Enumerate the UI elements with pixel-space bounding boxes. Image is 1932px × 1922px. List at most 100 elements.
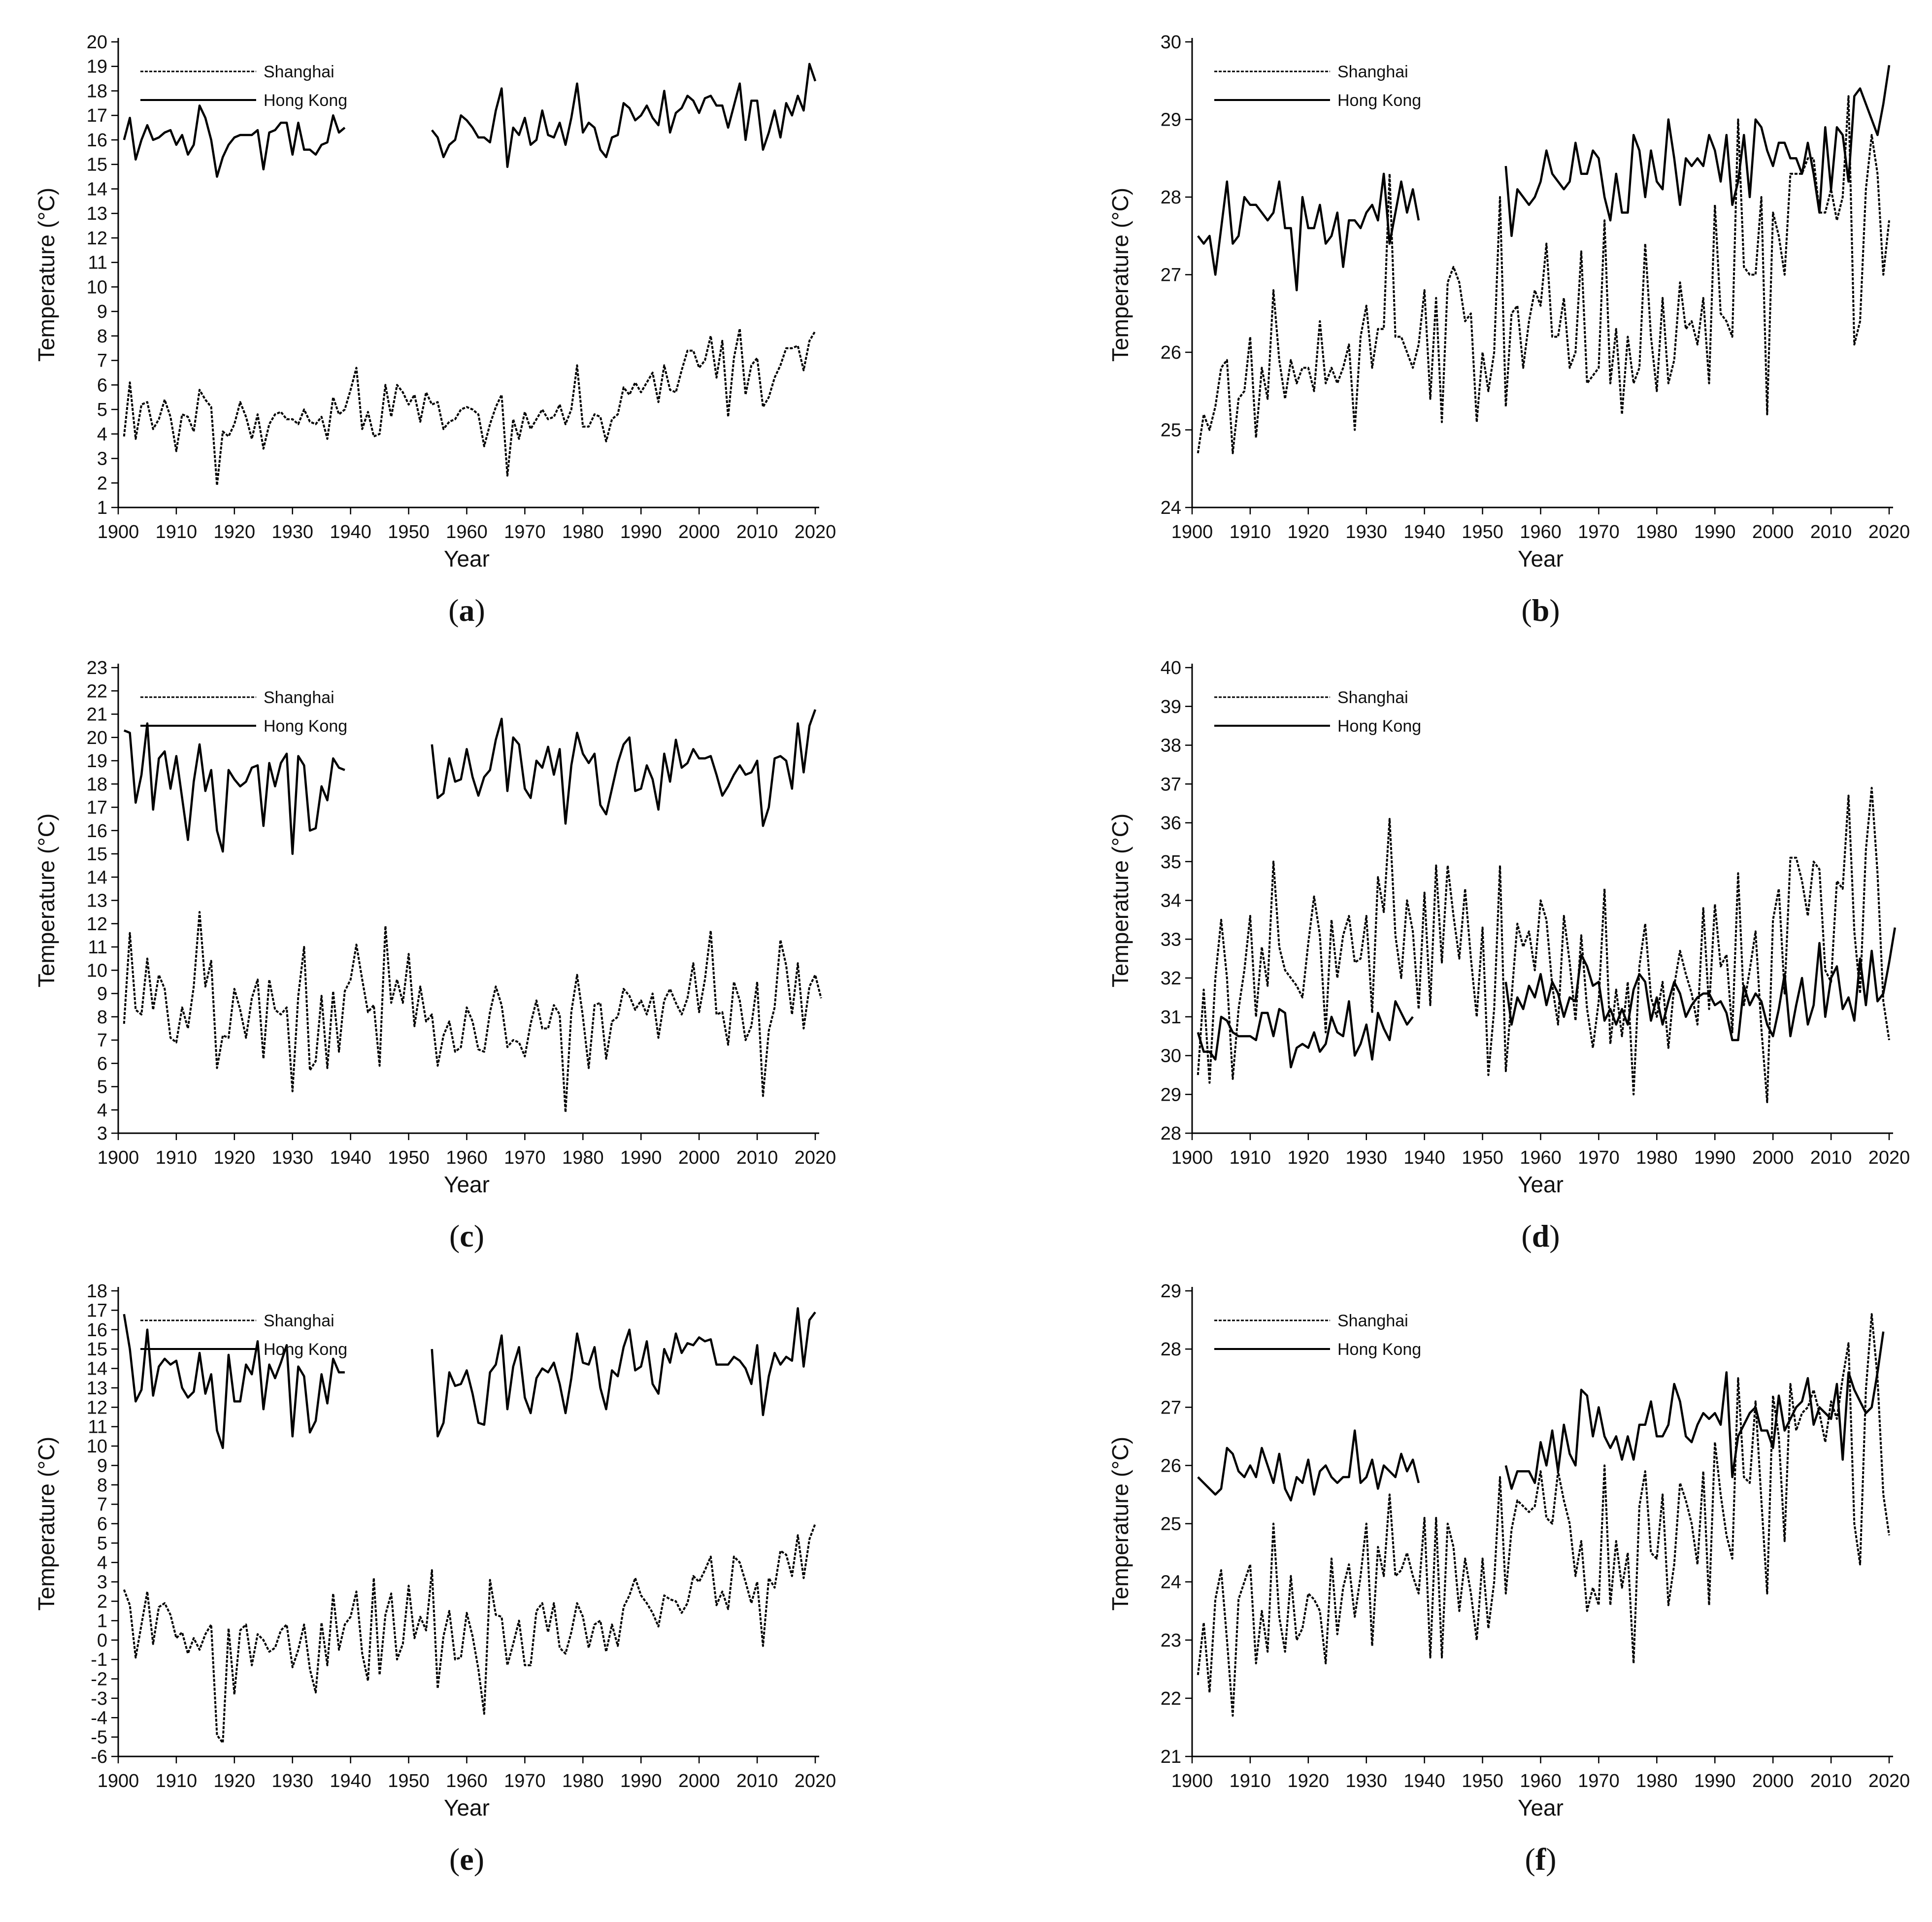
y-tick-label: 24	[1161, 498, 1181, 518]
x-tick-label: 1960	[446, 522, 488, 542]
panel-label-letter: c	[460, 1218, 473, 1253]
panel-label-open: (	[1525, 1842, 1535, 1877]
x-tick-label: 1980	[562, 1771, 604, 1791]
x-tick-label: 1930	[271, 1771, 313, 1791]
x-tick-label: 1960	[1520, 1771, 1562, 1791]
x-tick-label: 2020	[1868, 1771, 1910, 1791]
y-tick-label: 1	[97, 1611, 107, 1631]
x-tick-label: 1950	[1462, 1147, 1503, 1168]
y-tick-label: 0	[97, 1630, 107, 1651]
y-tick-label: 10	[87, 1436, 107, 1457]
x-tick-label: 2010	[736, 522, 778, 542]
y-tick-label: 29	[1161, 110, 1181, 131]
x-tick-label: 1980	[1636, 1147, 1678, 1168]
series-line-hong-kong	[1197, 927, 1897, 1069]
y-tick-label: 3	[97, 449, 107, 470]
y-tick-label: 15	[87, 155, 107, 175]
series-line-shanghai	[1197, 95, 1890, 454]
x-tick-label: 1940	[1403, 522, 1445, 542]
legend: Shanghai Hong Kong	[1214, 688, 1421, 736]
y-tick-label: 30	[1161, 1046, 1181, 1067]
y-tick-label: 14	[87, 179, 107, 200]
y-tick-label: 32	[1161, 968, 1181, 989]
x-tick-label: 1960	[446, 1147, 488, 1168]
x-tick-label: 1940	[1403, 1771, 1445, 1791]
x-tick-label: 1960	[1520, 522, 1562, 542]
x-tick-label: 1970	[1578, 1771, 1620, 1791]
y-tick-label: 14	[87, 1359, 107, 1380]
y-tick-label: 37	[1161, 774, 1181, 795]
x-tick-label: 1920	[214, 522, 256, 542]
x-tick-label: 1940	[330, 522, 371, 542]
y-tick-label: 28	[1161, 187, 1181, 208]
y-axis-title: Temperature (°C)	[1107, 813, 1133, 987]
x-tick-label: 1940	[330, 1147, 371, 1168]
y-tick-label: 15	[87, 844, 107, 865]
legend: Shanghai Hong Kong	[140, 688, 347, 736]
y-tick-label: 9	[97, 1455, 107, 1476]
y-tick-label: -1	[91, 1650, 107, 1670]
y-tick-label: 22	[87, 681, 107, 702]
panel-label-close: )	[474, 1218, 484, 1253]
x-tick-label: 1900	[98, 1147, 139, 1168]
y-tick-label: 20	[87, 728, 107, 748]
x-tick-label: 2010	[1810, 522, 1852, 542]
panel-label-open: (	[449, 1842, 460, 1877]
y-tick-label: 6	[97, 1053, 107, 1074]
y-tick-label: 23	[87, 658, 107, 678]
y-axis-title: Temperature (°C)	[1107, 1437, 1133, 1611]
series-line-hong-kong	[1197, 1331, 1885, 1502]
x-tick-label: 1970	[504, 1147, 546, 1168]
x-tick-label: 2010	[1810, 1771, 1852, 1791]
x-tick-label: 2020	[795, 1771, 836, 1791]
x-tick-label: 1900	[1171, 1147, 1213, 1168]
x-tick-label: 1940	[330, 1771, 371, 1791]
y-tick-label: 34	[1161, 891, 1181, 911]
y-tick-label: 1	[97, 498, 107, 518]
panel-label: (c)	[449, 1218, 484, 1253]
y-tick-label: 17	[87, 798, 107, 818]
y-tick-label: 19	[87, 751, 107, 772]
x-tick-label: 1940	[1403, 1147, 1445, 1168]
y-tick-label: 33	[1161, 929, 1181, 950]
y-tick-label: 16	[87, 821, 107, 842]
series-line-hong-kong	[123, 1307, 816, 1450]
y-tick-label: 3	[97, 1123, 107, 1144]
y-tick-label: 12	[87, 228, 107, 249]
y-tick-label: 11	[88, 1417, 107, 1438]
y-tick-label: 7	[97, 351, 107, 371]
panel-label-open: (	[1521, 1218, 1532, 1253]
x-axis-title: Year	[444, 1795, 490, 1821]
panel-label-letter: e	[460, 1842, 473, 1877]
y-tick-label: 2	[97, 473, 107, 494]
panel-label: (b)	[1521, 593, 1560, 628]
panel-label: (d)	[1521, 1218, 1560, 1253]
legend-label: Hong Kong	[264, 717, 347, 736]
legend-label: Hong Kong	[1337, 717, 1421, 736]
y-tick-label: 14	[87, 867, 107, 888]
series-line-shanghai	[1197, 1313, 1890, 1717]
legend: Shanghai Hong Kong	[140, 63, 347, 110]
x-tick-label: 1990	[1694, 1147, 1736, 1168]
panel-label-close: )	[474, 1842, 484, 1877]
x-tick-label: 1910	[1230, 1147, 1271, 1168]
y-axis-title: Temperature (°C)	[33, 188, 59, 362]
y-tick-label: -4	[91, 1708, 107, 1728]
panel-label-close: )	[1549, 1218, 1560, 1253]
legend-label: Hong Kong	[264, 1340, 347, 1359]
panel-label-open: (	[448, 593, 459, 628]
x-tick-label: 1980	[562, 522, 604, 542]
y-tick-label: 6	[97, 375, 107, 396]
x-tick-label: 1900	[1171, 522, 1213, 542]
y-tick-label: 25	[1161, 420, 1181, 441]
legend-label: Shanghai	[264, 63, 334, 81]
panel-label-letter: d	[1532, 1218, 1550, 1253]
y-tick-label: 17	[87, 1300, 107, 1321]
y-tick-label: 27	[1161, 1397, 1181, 1418]
x-tick-label: 1990	[1694, 522, 1736, 542]
panel-label-close: )	[1546, 1842, 1556, 1877]
y-tick-label: -3	[91, 1688, 107, 1709]
y-tick-label: 13	[87, 1378, 107, 1399]
x-tick-label: 1970	[1578, 1147, 1620, 1168]
